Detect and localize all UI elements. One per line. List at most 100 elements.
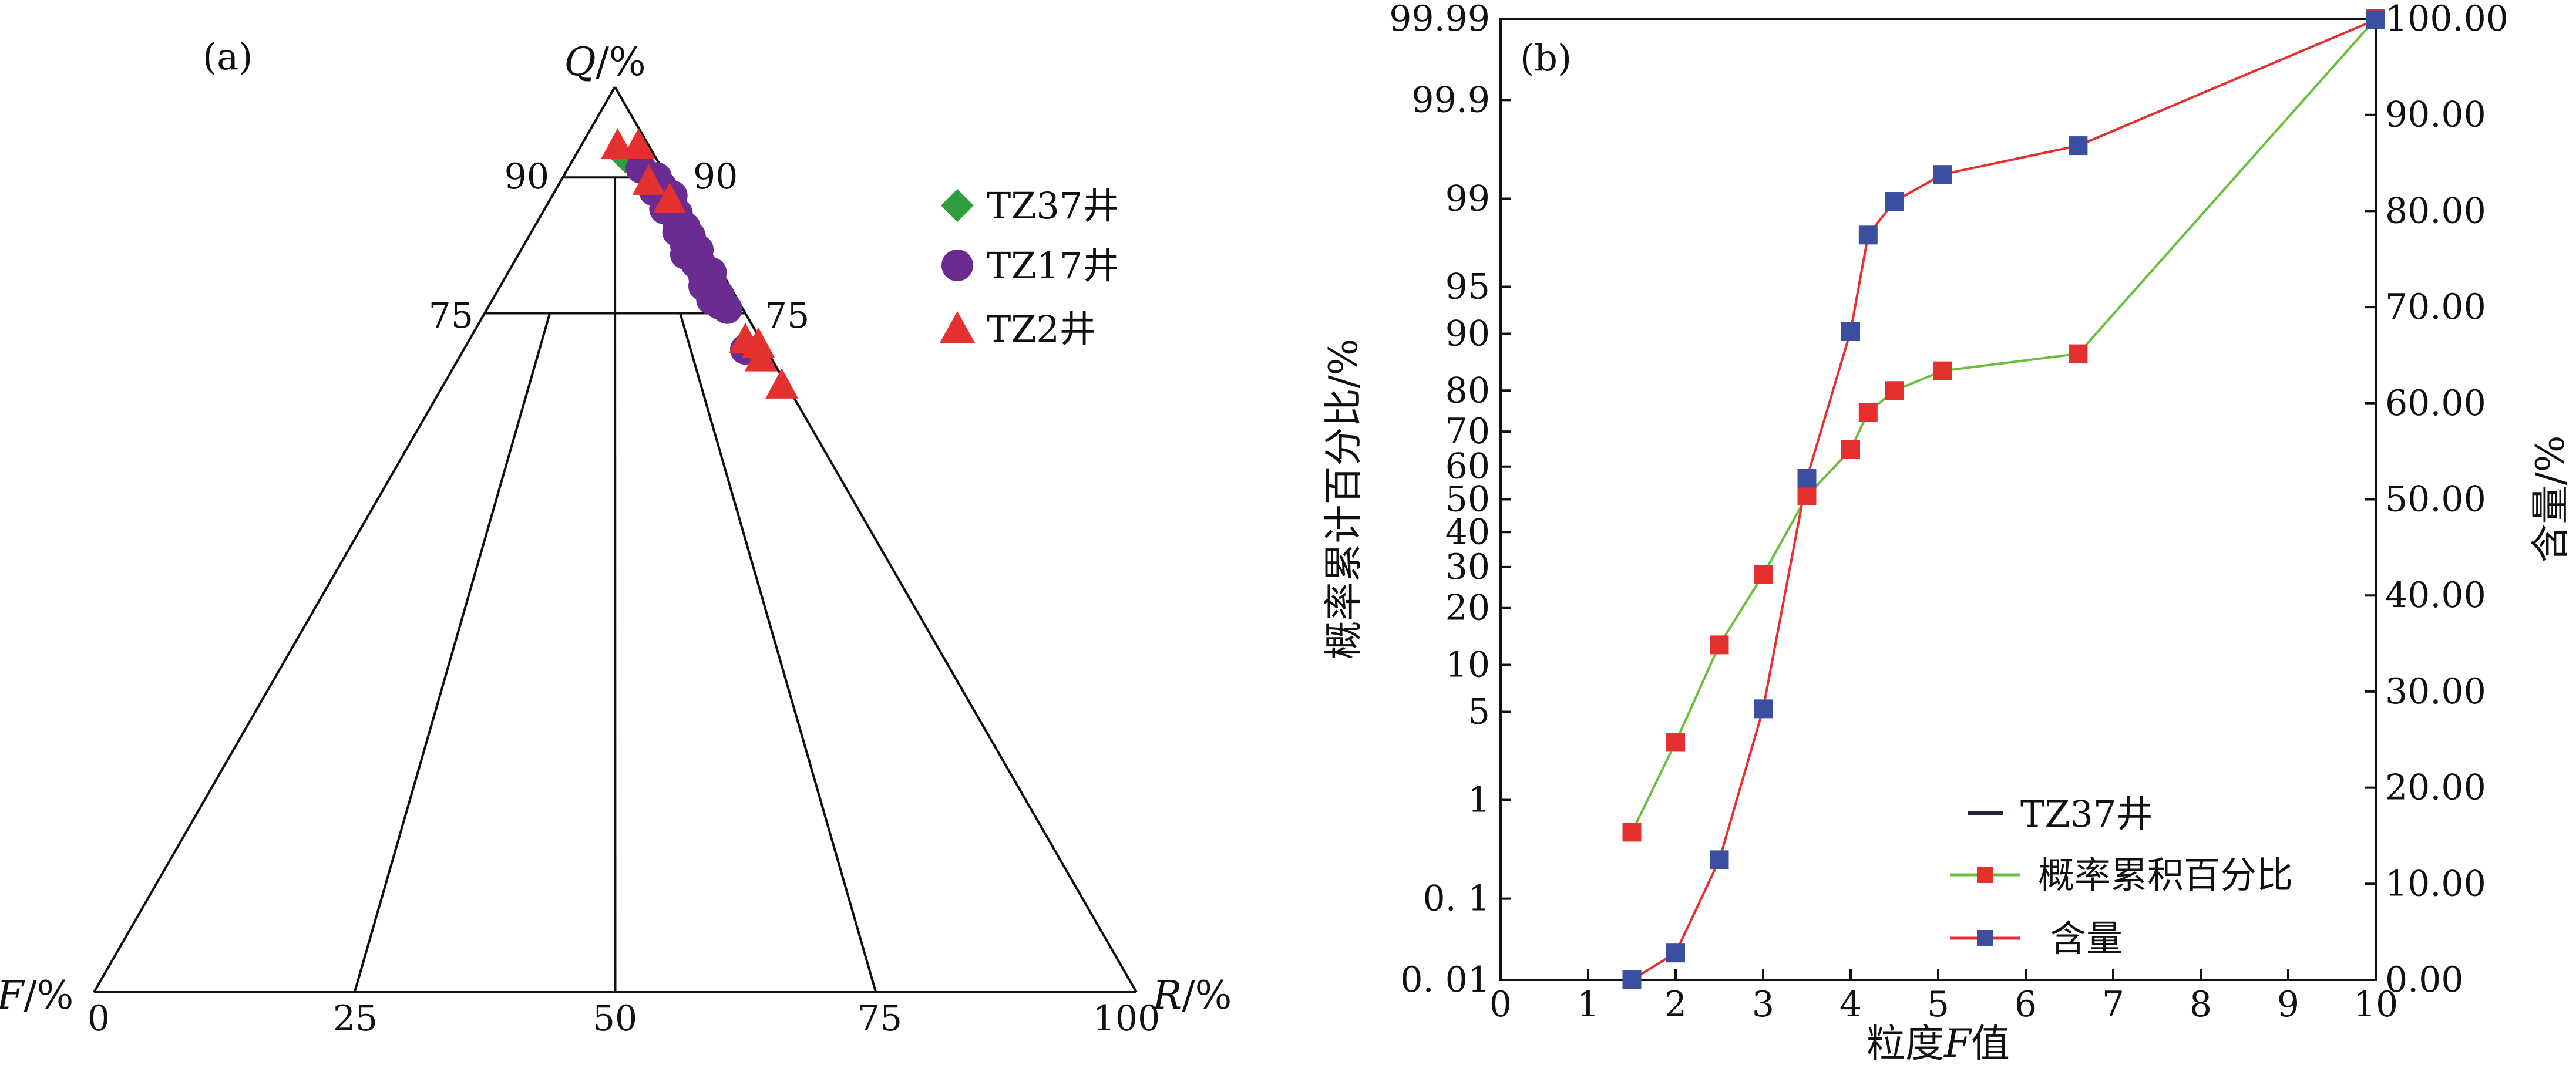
ternary-right-tick-75: 75: [765, 295, 809, 336]
ternary-point-tz2: [765, 368, 799, 399]
point-content: [1858, 225, 1878, 245]
x-tick-label: 7: [2102, 984, 2124, 1025]
series-line-cumulative: [1630, 18, 2377, 833]
x-tick-label: 1: [1577, 984, 1599, 1025]
ternary-points: [601, 128, 799, 399]
legend-content-label: 含量: [2050, 917, 2123, 960]
ternary-base-tick-50: 50: [593, 998, 637, 1039]
legend-cumulative-label: 概率累积百分比: [2038, 854, 2293, 897]
probability-panel: (b) 0 1 2 3 4 5 6 7 8 9 100. 010. 1151020304050607…: [1321, 0, 2573, 1065]
point-content: [2366, 10, 2385, 29]
legend-tz37-well-label: TZ37井: [2020, 793, 2153, 835]
series-lines: [1630, 18, 2377, 981]
legend-tz37-label: TZ37井: [987, 184, 1119, 227]
y2-tick-label: 90.00: [2385, 95, 2486, 136]
x-tick-label: 10: [2353, 984, 2398, 1025]
ternary-base-tick-75: 75: [857, 998, 902, 1039]
series-line-content: [1631, 18, 2376, 981]
y2-tick-label: 30.00: [2385, 671, 2486, 712]
ternary-apex-r-label: R/%: [1152, 973, 1232, 1018]
point-content: [1797, 469, 1817, 488]
point-cumulative: [1754, 565, 1773, 584]
ternary-point-tz17: [711, 293, 742, 324]
y-tick-label: 40: [1445, 511, 1490, 552]
ternary-point-tz2: [632, 164, 665, 195]
y-tick-label: 70: [1445, 411, 1490, 452]
point-content: [1841, 322, 1860, 341]
panel-a-label: (a): [203, 35, 253, 78]
y-tick-label: 99.9: [1411, 79, 1490, 120]
point-content: [1885, 192, 1904, 211]
y-axis-title: 概率累计百分比/%: [1321, 339, 1366, 660]
y-tick-label: 5: [1468, 692, 1490, 733]
y-tick-label: 50: [1445, 479, 1490, 520]
panel-b-label: (b): [1520, 36, 1572, 79]
y-tick-label: 80: [1445, 370, 1490, 411]
y2-tick-label: 70.00: [2385, 287, 2486, 328]
y2-tick-label: 60.00: [2385, 383, 2486, 424]
point-content: [1666, 943, 1685, 963]
legend-cumulative-marker: [1977, 867, 1993, 883]
ternary-point-tz2: [653, 182, 687, 213]
ternary-left-tick-90: 90: [505, 156, 549, 197]
x-tick-label: 4: [1839, 984, 1862, 1025]
point-cumulative: [1622, 823, 1642, 842]
legend-content-marker: [1977, 930, 1993, 946]
y2-tick-label: 20.00: [2385, 767, 2486, 808]
y-tick-label: 10: [1445, 645, 1490, 686]
ternary-apex-q-label: Q/%: [564, 39, 645, 85]
legend-tz2-marker: [940, 311, 975, 343]
x-tick-label: 5: [1927, 984, 1949, 1025]
point-content: [1754, 699, 1773, 719]
y-tick-label: 0. 01: [1400, 959, 1490, 1000]
ternary-right-tick-90: 90: [693, 156, 738, 197]
point-cumulative: [1858, 403, 1878, 422]
y-tick-label: 90: [1445, 313, 1490, 354]
legend-tz2-label: TZ2井: [987, 308, 1096, 350]
x-tick-label: 6: [2015, 984, 2037, 1025]
y2-tick-label: 10.00: [2385, 863, 2486, 904]
ternary-point-tz2: [744, 341, 778, 372]
ternary-panel: (a) Q/% F/% R/% 75 90 75 90 0 25 50 75 1…: [0, 35, 1232, 1039]
ternary-base-tick-100: 100: [1093, 998, 1161, 1039]
point-cumulative: [1666, 733, 1685, 752]
point-content: [1622, 970, 1642, 989]
legend-tz17-marker: [941, 250, 973, 281]
point-content: [1710, 850, 1729, 869]
y-tick-label: 20: [1445, 588, 1490, 629]
y2-tick-label: 50.00: [2385, 479, 2486, 520]
y-tick-label: 60: [1445, 446, 1490, 487]
y2-axis-title: 含量/%: [2528, 436, 2573, 563]
point-cumulative: [2069, 344, 2088, 363]
point-content: [2069, 136, 2088, 156]
x-tick-label: 2: [1664, 984, 1687, 1025]
ternary-base-tick-25: 25: [333, 998, 378, 1039]
ternary-point-tz2: [601, 128, 634, 159]
ternary-left-tick-75: 75: [429, 295, 473, 336]
x-tick-label: 3: [1752, 984, 1774, 1025]
y2-tick-label: 100.00: [2385, 0, 2508, 39]
y-tick-label: 30: [1445, 547, 1490, 588]
y2-tick-label: 40.00: [2385, 575, 2486, 616]
series-markers: [1622, 9, 2385, 989]
ternary-legend: TZ37井 TZ17井 TZ2井: [940, 184, 1119, 350]
ternary-point-tz2: [621, 128, 655, 159]
ternary-point-tz2: [742, 327, 775, 358]
ternary-base-tick-0: 0: [88, 998, 110, 1039]
y-tick-label: 99: [1445, 178, 1490, 220]
y2-tick-label: 80.00: [2385, 190, 2486, 231]
y-tick-label: 99.99: [1389, 0, 1490, 39]
legend-tz37-marker: [941, 189, 974, 222]
point-cumulative: [1933, 361, 1952, 380]
y2-tick-label: 0.00: [2385, 959, 2464, 1000]
point-cumulative: [1797, 486, 1817, 505]
point-cumulative: [1841, 440, 1860, 459]
point-content: [1933, 165, 1952, 184]
x-axis-title: 粒度F值: [1867, 1021, 2010, 1065]
point-cumulative: [1885, 381, 1904, 400]
legend: TZ37井 概率累积百分比 含量: [1950, 793, 2293, 960]
x-tick-label: 0: [1489, 984, 1512, 1025]
point-cumulative: [1710, 635, 1729, 655]
ternary-apex-f-label: F/%: [0, 973, 73, 1018]
